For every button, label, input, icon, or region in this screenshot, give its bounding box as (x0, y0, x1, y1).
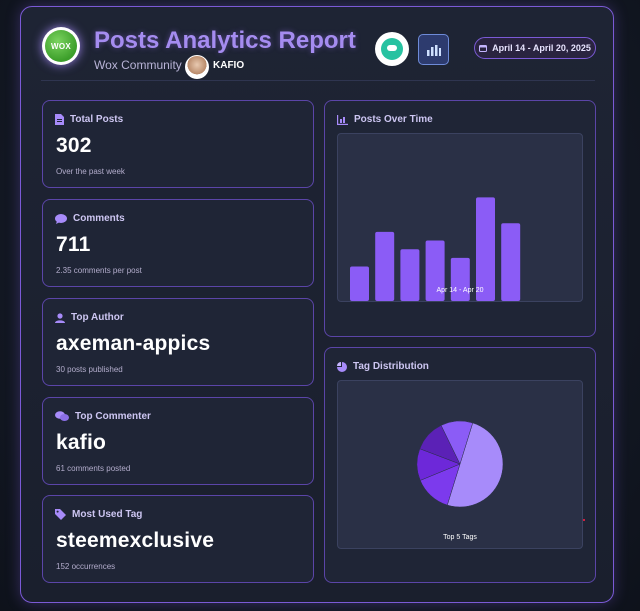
tag-chart-area: Top 5 Tags (337, 380, 583, 549)
bar[interactable] (375, 231, 395, 301)
date-range-text: April 14 - April 20, 2025 (492, 43, 591, 53)
chart-title: Tag Distribution (353, 361, 429, 372)
posts-bar-chart (350, 197, 521, 301)
stat-card-most-used-tag: Most Used Tag steemexclusive 152 occurre… (42, 495, 314, 583)
document-icon (55, 114, 64, 125)
stat-label: Most Used Tag (72, 509, 143, 520)
comments-icon (55, 411, 69, 421)
tag-icon (55, 509, 66, 520)
posts-chart-area: Apr 14 - Apr 20 (337, 133, 583, 302)
stat-label: Top Author (71, 312, 124, 323)
bar[interactable] (425, 240, 445, 301)
stat-value: steemexclusive (56, 529, 215, 552)
pie-slice[interactable] (440, 420, 474, 465)
avatar[interactable] (185, 55, 209, 79)
stat-subtext: 2.35 comments per post (56, 266, 142, 275)
stat-subtext: 30 posts published (56, 365, 123, 374)
stat-card-top-commenter: Top Commenter kafio 61 comments posted (42, 397, 314, 485)
user-icon (55, 312, 65, 323)
tag-pie-chart (416, 420, 504, 508)
stat-label: Comments (73, 213, 125, 224)
bar-chart-icon (337, 114, 348, 125)
date-range-badge[interactable]: April 14 - April 20, 2025 (474, 37, 596, 59)
stat-card-comments: Comments 711 2.35 comments per post (42, 199, 314, 287)
username[interactable]: KAFIO (213, 60, 245, 71)
bar[interactable] (400, 249, 420, 301)
report-frame: WOX Posts Analytics Report Wox Community… (20, 6, 614, 603)
stat-value: axeman-appics (56, 332, 211, 355)
bar[interactable] (350, 266, 369, 301)
posts-over-time-card: Posts Over Time Apr 14 - Apr 20 (324, 100, 596, 337)
chart-caption: Apr 14 - Apr 20 (436, 287, 484, 294)
wox-logo: WOX (42, 27, 80, 65)
wox-logo-badge: WOX (45, 30, 77, 62)
chart-title: Posts Over Time (354, 114, 433, 125)
tag-distribution-card: Tag Distribution Top 5 Tags (324, 347, 596, 583)
bar[interactable] (476, 197, 495, 301)
community-name: Wox Community (94, 58, 182, 72)
stat-card-total-posts: Total Posts 302 Over the past week (42, 100, 314, 188)
pie-chart-icon (337, 361, 347, 372)
analytics-app-icon[interactable] (418, 34, 449, 65)
stat-value: 711 (56, 233, 91, 256)
comment-icon (55, 213, 67, 224)
stat-card-top-author: Top Author axeman-appics 30 posts publis… (42, 298, 314, 386)
stat-label: Total Posts (70, 114, 124, 125)
calendar-icon (479, 45, 488, 52)
page-title: Posts Analytics Report (94, 27, 356, 54)
bar[interactable] (450, 257, 470, 301)
stat-value: 302 (56, 134, 92, 157)
chart-caption: Top 5 Tags (443, 534, 477, 541)
stat-subtext: 152 occurrences (56, 562, 116, 571)
pie-slice[interactable] (446, 422, 504, 508)
chat-app-icon[interactable] (375, 32, 409, 66)
bar[interactable] (501, 223, 521, 301)
header-divider (41, 80, 595, 81)
stat-label: Top Commenter (75, 411, 151, 422)
stat-subtext: Over the past week (56, 167, 125, 176)
stat-value: kafio (56, 431, 107, 454)
stat-subtext: 61 comments posted (56, 464, 131, 473)
stray-dot (583, 519, 585, 521)
